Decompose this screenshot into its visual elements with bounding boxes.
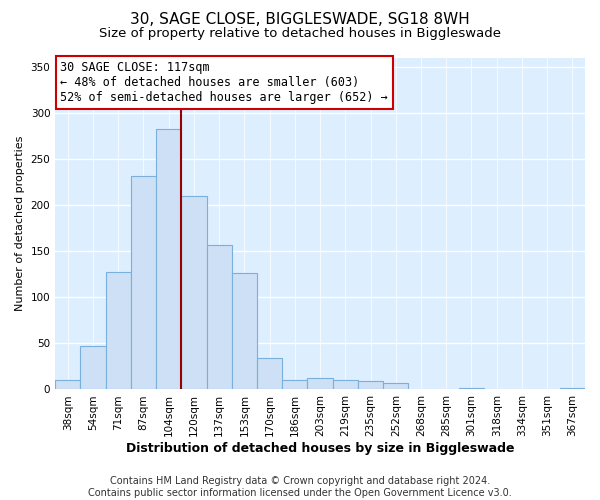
Text: Contains HM Land Registry data © Crown copyright and database right 2024.
Contai: Contains HM Land Registry data © Crown c… — [88, 476, 512, 498]
Bar — [55, 380, 80, 390]
X-axis label: Distribution of detached houses by size in Biggleswade: Distribution of detached houses by size … — [126, 442, 514, 455]
Text: 30 SAGE CLOSE: 117sqm
← 48% of detached houses are smaller (603)
52% of semi-det: 30 SAGE CLOSE: 117sqm ← 48% of detached … — [61, 61, 388, 104]
Bar — [383, 383, 409, 390]
Bar — [106, 272, 131, 390]
Bar — [257, 358, 282, 390]
Bar — [156, 128, 181, 390]
Bar — [131, 176, 156, 390]
Bar — [206, 244, 232, 390]
Bar — [181, 196, 206, 390]
Text: Size of property relative to detached houses in Biggleswade: Size of property relative to detached ho… — [99, 28, 501, 40]
Bar — [459, 388, 484, 390]
Bar — [80, 346, 106, 390]
Bar — [282, 380, 307, 390]
Bar — [560, 388, 585, 390]
Bar — [358, 381, 383, 390]
Y-axis label: Number of detached properties: Number of detached properties — [15, 136, 25, 311]
Text: 30, SAGE CLOSE, BIGGLESWADE, SG18 8WH: 30, SAGE CLOSE, BIGGLESWADE, SG18 8WH — [130, 12, 470, 28]
Bar — [307, 378, 332, 390]
Bar — [232, 274, 257, 390]
Bar — [332, 380, 358, 390]
